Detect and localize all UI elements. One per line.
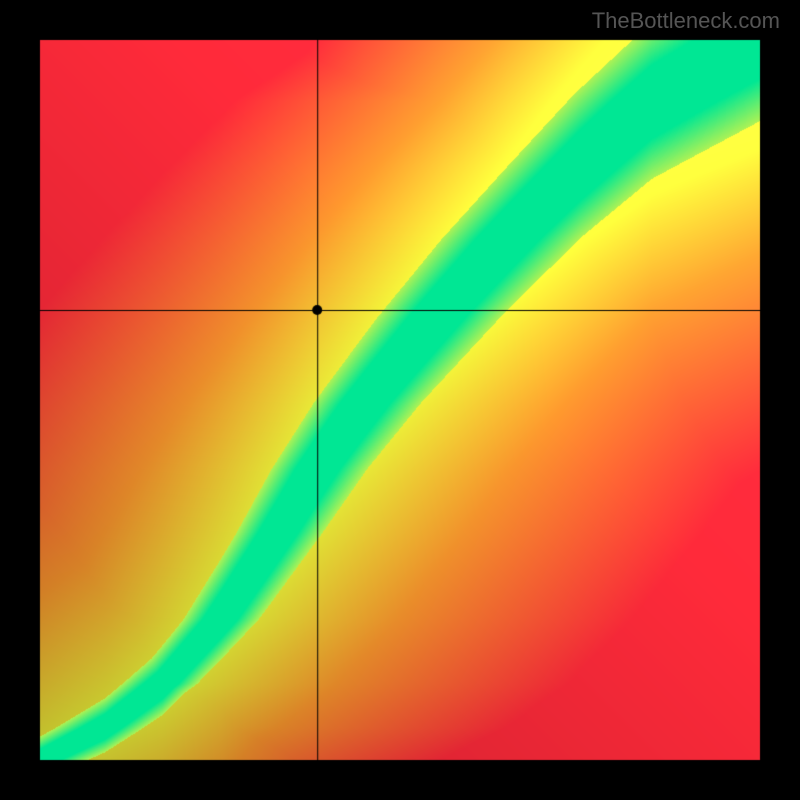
heatmap-canvas <box>0 0 800 800</box>
watermark-text: TheBottleneck.com <box>592 8 780 34</box>
chart-container: TheBottleneck.com <box>0 0 800 800</box>
